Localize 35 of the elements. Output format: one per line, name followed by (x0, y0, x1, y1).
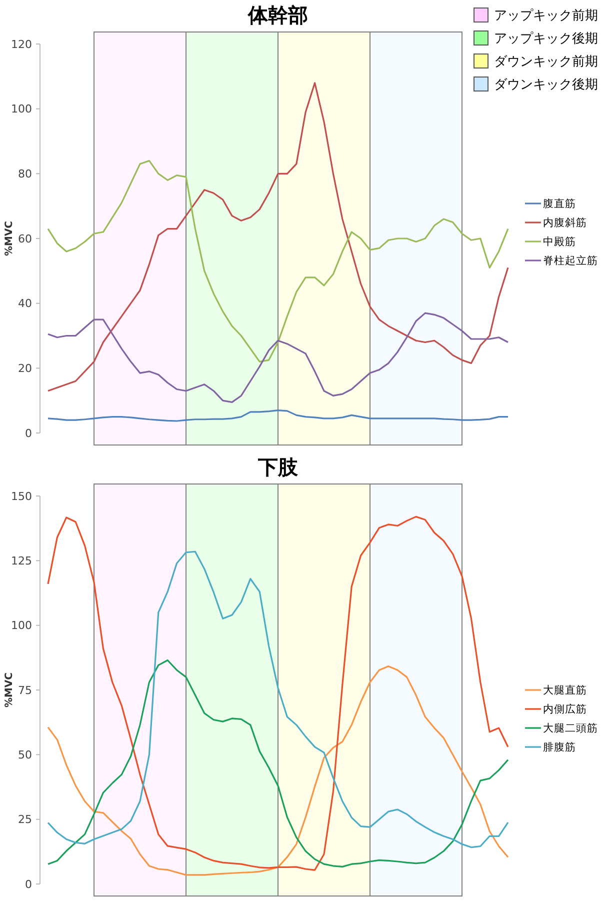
y-tick-label: 0 (25, 426, 32, 440)
chart-title: 体幹部 (247, 3, 308, 27)
annotation: アップキック後期 (494, 32, 598, 47)
y-tick-label: 50 (18, 748, 32, 762)
legend-label: 腹直筋 (543, 197, 576, 210)
line-series (47, 410, 509, 422)
annotation: ダウンキック後期 (494, 78, 598, 93)
line-series (47, 516, 509, 871)
y-tick-label: 40 (18, 297, 32, 310)
legend-label: 中殿筋 (543, 235, 576, 248)
y-tick-label: 80 (18, 168, 32, 181)
chart-title: 下肢 (257, 455, 299, 479)
text: アップキック前期 (494, 8, 598, 24)
y-tick-label: 25 (18, 813, 32, 826)
y-axis-title: %MVC (4, 220, 15, 256)
y-tick-label: 60 (18, 232, 32, 246)
y-tick-label: 20 (18, 362, 32, 376)
y-tick-label: 0 (25, 878, 32, 891)
y-axis-title: %MVC (4, 672, 15, 708)
line-series (47, 160, 509, 362)
legend-label: 内腹斜筋 (543, 216, 587, 230)
line-series (47, 312, 509, 404)
y-tick-label: 100 (11, 619, 32, 632)
y-tick-label: 125 (11, 554, 32, 568)
annotation: ダウンキック前期 (494, 54, 598, 70)
y-tick-label: 120 (11, 38, 32, 51)
legend-label: 腓腹筋 (543, 742, 576, 754)
line-series (47, 550, 509, 848)
y-tick-label: 100 (11, 102, 32, 116)
legend-label: 大腿二頭筋 (543, 722, 598, 735)
y-tick-label: 150 (11, 490, 32, 503)
legend-label: 内側広筋 (543, 702, 587, 716)
legend-label: 大腿直筋 (543, 684, 587, 697)
y-tick-label: 75 (18, 684, 32, 697)
legend-label: 脊柱起立筋 (543, 254, 598, 268)
